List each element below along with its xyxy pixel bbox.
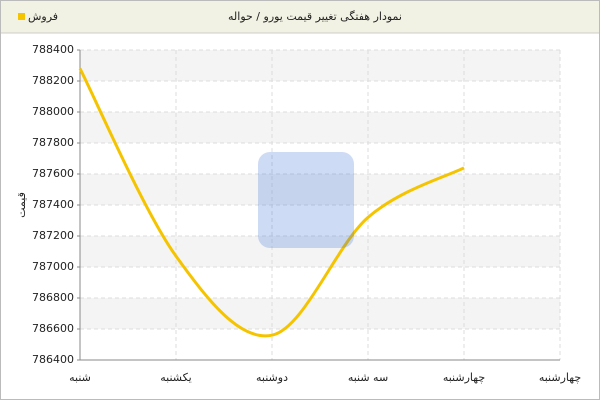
y-tick-label: 788000 (32, 105, 74, 118)
y-tick-label: 787800 (32, 136, 74, 149)
x-tick-label: چهارشنبه (539, 371, 581, 384)
x-tick-label: دوشنبه (256, 371, 288, 384)
plot-band (80, 236, 560, 267)
legend-swatch (18, 13, 25, 20)
watermark (258, 152, 354, 248)
y-tick-label: 786600 (32, 322, 74, 335)
legend-label: فروش (28, 10, 58, 23)
x-tick-label: یکشنبه (160, 371, 192, 384)
plot-band (80, 298, 560, 329)
y-tick-label: 786400 (32, 353, 74, 366)
plot-band (80, 50, 560, 81)
header (1, 1, 599, 33)
chart-title: نمودار هفتگی تغییر قیمت یورو / حواله (228, 10, 402, 23)
x-tick-label: سه شنبه (348, 371, 388, 384)
x-tick-label: شنبه (69, 371, 91, 384)
line (78, 67, 465, 338)
y-tick-label: 788200 (32, 74, 74, 87)
y-tick-label: 787000 (32, 260, 74, 273)
y-tick-label: 788400 (32, 43, 74, 56)
y-tick-label: 787600 (32, 167, 74, 180)
y-tick-label: 787400 (32, 198, 74, 211)
y-tick-label: 787200 (32, 229, 74, 242)
y-axis-label: قیمت (15, 192, 28, 218)
watermark-logo (258, 152, 354, 248)
plot-band (80, 112, 560, 143)
x-tick-label: چهارشنبه (443, 371, 485, 384)
plot-band (80, 174, 560, 205)
y-tick-label: 786800 (32, 291, 74, 304)
